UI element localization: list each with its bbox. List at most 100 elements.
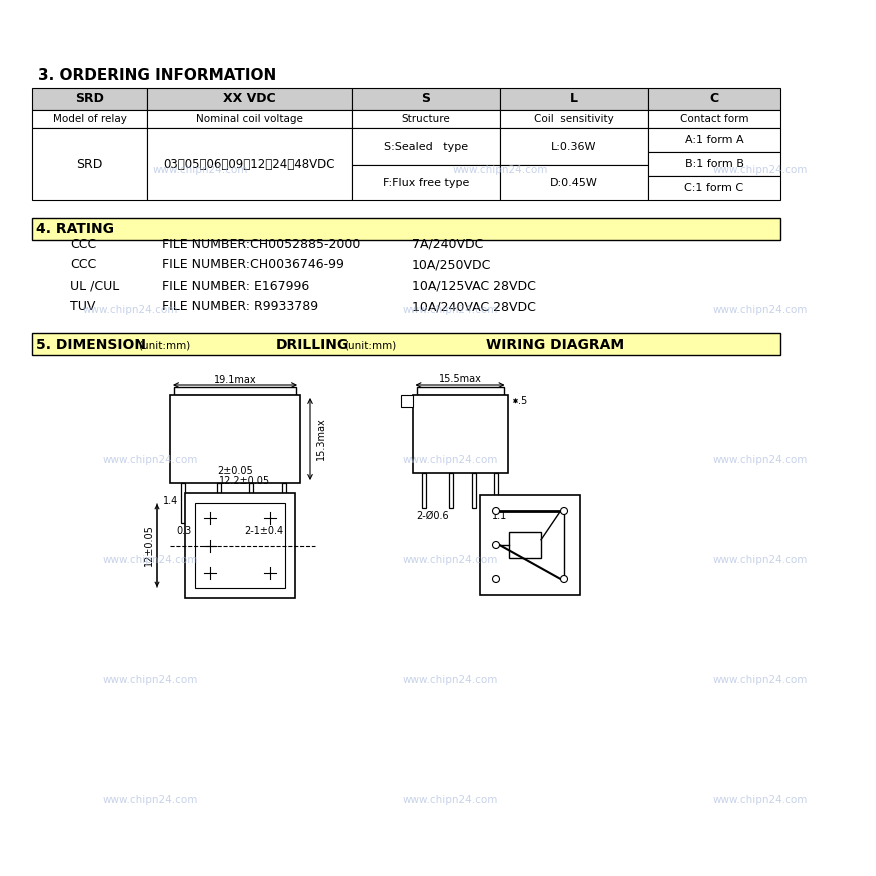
Bar (500, 166, 648, 200)
Text: FILE NUMBER:CH0036746-99: FILE NUMBER:CH0036746-99 (162, 258, 344, 272)
Text: XX VDC: XX VDC (223, 93, 276, 105)
Text: (unit:mm): (unit:mm) (344, 340, 396, 350)
Text: www.chipn24.com: www.chipn24.com (712, 675, 808, 685)
Circle shape (492, 576, 499, 583)
Text: www.chipn24.com: www.chipn24.com (402, 795, 498, 805)
Text: 10A/240VAC 28VDC: 10A/240VAC 28VDC (412, 300, 536, 314)
Text: FILE NUMBER: R9933789: FILE NUMBER: R9933789 (162, 300, 318, 314)
Text: www.chipn24.com: www.chipn24.com (402, 455, 498, 465)
Text: www.chipn24.com: www.chipn24.com (452, 165, 548, 175)
Bar (282, 483, 286, 523)
Bar (648, 152, 780, 176)
Text: 2±0.05: 2±0.05 (217, 466, 253, 476)
Bar (422, 473, 426, 508)
Text: 10A/250VDC: 10A/250VDC (412, 258, 491, 272)
Text: SRD: SRD (75, 93, 104, 105)
Text: Structure: Structure (401, 114, 450, 124)
Text: Model of relay: Model of relay (53, 114, 126, 124)
Bar (249, 483, 252, 523)
Text: Coil  sensitivity: Coil sensitivity (534, 114, 614, 124)
Bar (174, 387, 296, 395)
Bar (147, 128, 352, 200)
Bar (352, 128, 500, 166)
Text: 12.2±0.05: 12.2±0.05 (219, 476, 271, 486)
Bar (400, 395, 413, 406)
Text: www.chipn24.com: www.chipn24.com (102, 675, 198, 685)
Text: Nominal coil voltage: Nominal coil voltage (196, 114, 303, 124)
Bar (500, 88, 648, 110)
Text: www.chipn24.com: www.chipn24.com (82, 305, 178, 315)
Text: WIRING DIAGRAM: WIRING DIAGRAM (486, 338, 624, 352)
Bar (195, 503, 285, 588)
Bar (648, 88, 780, 110)
Text: C: C (710, 93, 718, 105)
Text: .5: .5 (518, 396, 527, 406)
Text: www.chipn24.com: www.chipn24.com (712, 795, 808, 805)
Bar (32, 110, 147, 128)
Bar (352, 88, 500, 110)
Text: www.chipn24.com: www.chipn24.com (102, 555, 198, 565)
Text: 5. DIMENSION: 5. DIMENSION (36, 338, 146, 352)
Text: FILE NUMBER:CH0052885-2000: FILE NUMBER:CH0052885-2000 (162, 237, 360, 251)
Bar (500, 110, 648, 128)
Text: 15.5max: 15.5max (439, 374, 482, 384)
Text: www.chipn24.com: www.chipn24.com (712, 165, 808, 175)
Text: UL /CUL: UL /CUL (70, 279, 119, 293)
Text: www.chipn24.com: www.chipn24.com (402, 305, 498, 315)
Bar (494, 473, 498, 508)
Text: www.chipn24.com: www.chipn24.com (402, 675, 498, 685)
Text: B:1 form B: B:1 form B (684, 159, 744, 169)
Text: 1.1: 1.1 (492, 511, 507, 521)
Text: D:0.45W: D:0.45W (550, 178, 598, 187)
Bar (32, 333, 780, 355)
Text: F:Flux free type: F:Flux free type (383, 178, 470, 187)
Text: CCC: CCC (70, 237, 96, 251)
Text: 4. RATING: 4. RATING (36, 222, 114, 236)
Circle shape (492, 541, 499, 548)
Text: 7A/240VDC: 7A/240VDC (412, 237, 484, 251)
Text: 2-1±0.4: 2-1±0.4 (244, 526, 283, 536)
Text: TUV: TUV (70, 300, 95, 314)
Text: www.chipn24.com: www.chipn24.com (712, 555, 808, 565)
Circle shape (561, 576, 568, 583)
Text: L: L (570, 93, 578, 105)
Text: FILE NUMBER: E167996: FILE NUMBER: E167996 (162, 279, 309, 293)
Text: www.chipn24.com: www.chipn24.com (102, 795, 198, 805)
Bar (416, 387, 504, 395)
Bar (352, 110, 500, 128)
Text: (unit:mm): (unit:mm) (138, 340, 190, 350)
Text: www.chipn24.com: www.chipn24.com (402, 555, 498, 565)
Text: C:1 form C: C:1 form C (684, 183, 744, 193)
Text: www.chipn24.com: www.chipn24.com (712, 455, 808, 465)
Text: 1.4: 1.4 (164, 496, 179, 506)
Text: 2-Ø0.6: 2-Ø0.6 (416, 511, 449, 521)
Text: 12±0.05: 12±0.05 (144, 525, 154, 567)
Text: S:Sealed   type: S:Sealed type (384, 142, 468, 152)
Circle shape (492, 507, 499, 514)
Bar (480, 495, 580, 595)
Bar (32, 88, 147, 110)
Text: Contact form: Contact form (680, 114, 748, 124)
Bar (147, 110, 352, 128)
Text: A:1 form A: A:1 form A (685, 135, 744, 145)
Text: www.chipn24.com: www.chipn24.com (152, 165, 248, 175)
Text: S: S (421, 93, 430, 105)
Bar (352, 166, 500, 200)
Bar (217, 483, 222, 523)
Bar (185, 493, 295, 598)
Text: DRILLING: DRILLING (276, 338, 350, 352)
Text: 10A/125VAC 28VDC: 10A/125VAC 28VDC (412, 279, 536, 293)
Text: 03、05、06、09、12、24、48VDC: 03、05、06、09、12、24、48VDC (164, 158, 336, 171)
Text: www.chipn24.com: www.chipn24.com (712, 305, 808, 315)
Bar (648, 110, 780, 128)
Bar (509, 532, 541, 558)
Text: CCC: CCC (70, 258, 96, 272)
Bar (648, 176, 780, 200)
Text: 19.1max: 19.1max (214, 375, 257, 385)
Bar (147, 88, 352, 110)
Bar (413, 395, 507, 473)
Bar (181, 483, 185, 523)
Text: 0.3: 0.3 (176, 526, 192, 536)
Bar (32, 128, 147, 200)
Text: www.chipn24.com: www.chipn24.com (102, 455, 198, 465)
